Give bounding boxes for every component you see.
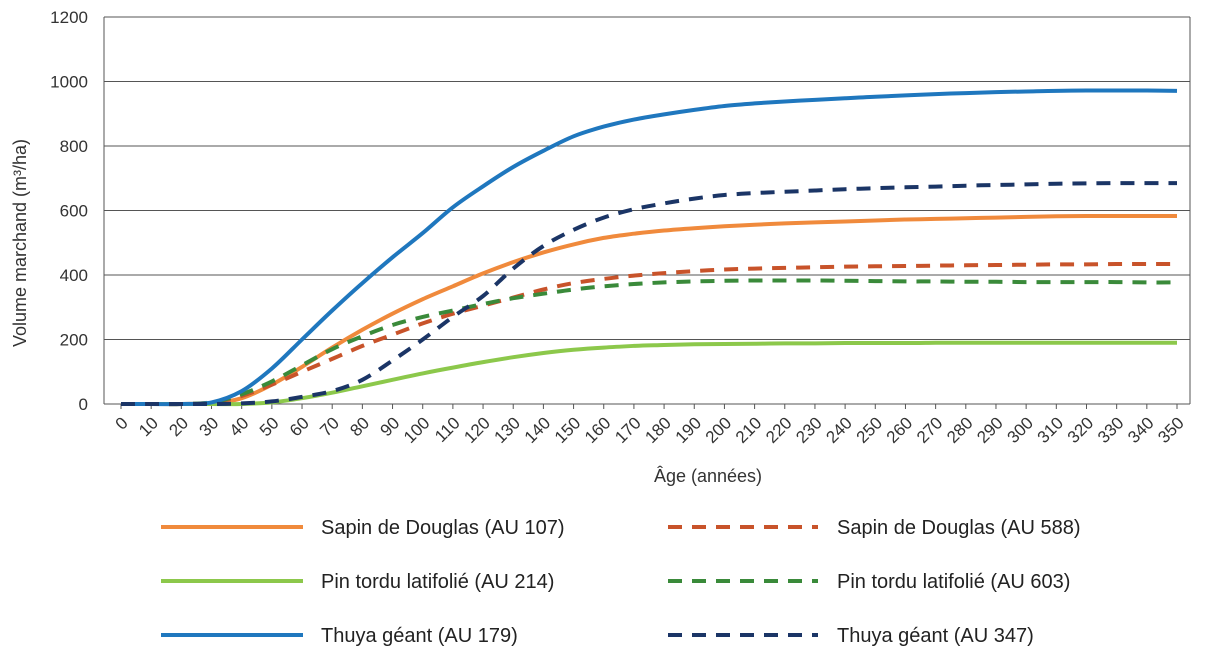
x-tick-label: 230 (792, 413, 825, 446)
y-axis-tick-labels: 0 200 400 600 800 1000 1200 (50, 8, 88, 414)
legend-label-1: Sapin de Douglas (AU 107) (321, 517, 564, 539)
series-line-3 (120, 340, 1177, 407)
x-tick-label: 290 (973, 413, 1006, 446)
legend-label-4: Pin tordu latifolié (AU 603) (837, 571, 1070, 593)
y-tick-label: 800 (60, 137, 88, 156)
x-tick-label: 130 (491, 413, 524, 446)
x-tick-label: 160 (581, 413, 614, 446)
x-tick-label: 220 (762, 413, 795, 446)
x-tick-label: 50 (256, 413, 283, 440)
x-tick-label: 0 (112, 413, 132, 433)
x-tick-label: 100 (400, 413, 433, 446)
x-tick-label: 280 (943, 413, 976, 446)
x-tick-label: 300 (1003, 413, 1036, 446)
legend-label-3: Pin tordu latifolié (AU 214) (321, 571, 554, 593)
series-line-6 (120, 181, 1177, 407)
x-tick-label: 70 (316, 413, 343, 440)
y-tick-label: 600 (60, 202, 88, 221)
y-tick-label: 1000 (50, 73, 88, 92)
plot-frame (103, 17, 1191, 405)
x-axis-tick-labels: 0 10 20 30 40 50 60 70 80 90100110120130140150160… (112, 404, 1188, 447)
x-tick-label: 200 (702, 413, 735, 446)
x-tick-label: 110 (431, 413, 464, 446)
x-tick-label: 250 (853, 413, 886, 446)
x-axis-title: Âge (années) (654, 466, 762, 486)
y-axis-title: Volume marchand (m³/ha) (10, 139, 30, 347)
x-tick-label: 40 (226, 413, 253, 440)
x-tick-label: 140 (521, 413, 554, 446)
x-tick-label: 310 (1034, 413, 1067, 446)
x-tick-label: 170 (611, 413, 644, 446)
x-tick-label: 60 (286, 413, 313, 440)
x-tick-label: 350 (1154, 413, 1187, 446)
legend-label-5: Thuya géant (AU 179) (321, 625, 518, 647)
series-line-4 (120, 278, 1178, 407)
x-tick-label: 340 (1124, 413, 1157, 446)
y-tick-label: 0 (79, 395, 88, 414)
legend-label-2: Sapin de Douglas (AU 588) (837, 517, 1080, 539)
x-tick-label: 210 (732, 413, 765, 446)
x-tick-label: 320 (1064, 413, 1097, 446)
series-line-2 (120, 262, 1177, 407)
x-tick-label: 150 (551, 413, 584, 446)
x-tick-label: 120 (460, 413, 493, 446)
y-tick-label: 1200 (50, 8, 88, 27)
y-tick-label: 400 (60, 266, 88, 285)
x-tick-label: 240 (822, 413, 855, 446)
x-tick-label: 90 (377, 413, 404, 440)
x-tick-label: 20 (165, 413, 192, 440)
series-line-1 (120, 213, 1177, 407)
x-tick-label: 80 (346, 413, 373, 440)
legend-label-6: Thuya géant (AU 347) (837, 625, 1034, 647)
x-tick-label: 270 (913, 413, 946, 446)
x-tick-label: 330 (1094, 413, 1127, 446)
x-tick-label: 10 (135, 413, 162, 440)
horizontal-gridlines (104, 16, 1190, 340)
x-tick-label: 190 (672, 413, 705, 446)
y-tick-label: 200 (60, 331, 88, 350)
series-lines (120, 88, 1178, 407)
x-tick-label: 180 (641, 413, 674, 446)
legend: Sapin de Douglas (AU 107) Sapin de Dougla… (161, 517, 1080, 647)
x-tick-label: 30 (196, 413, 223, 440)
series-line-5 (120, 88, 1178, 407)
x-tick-label: 260 (883, 413, 916, 446)
